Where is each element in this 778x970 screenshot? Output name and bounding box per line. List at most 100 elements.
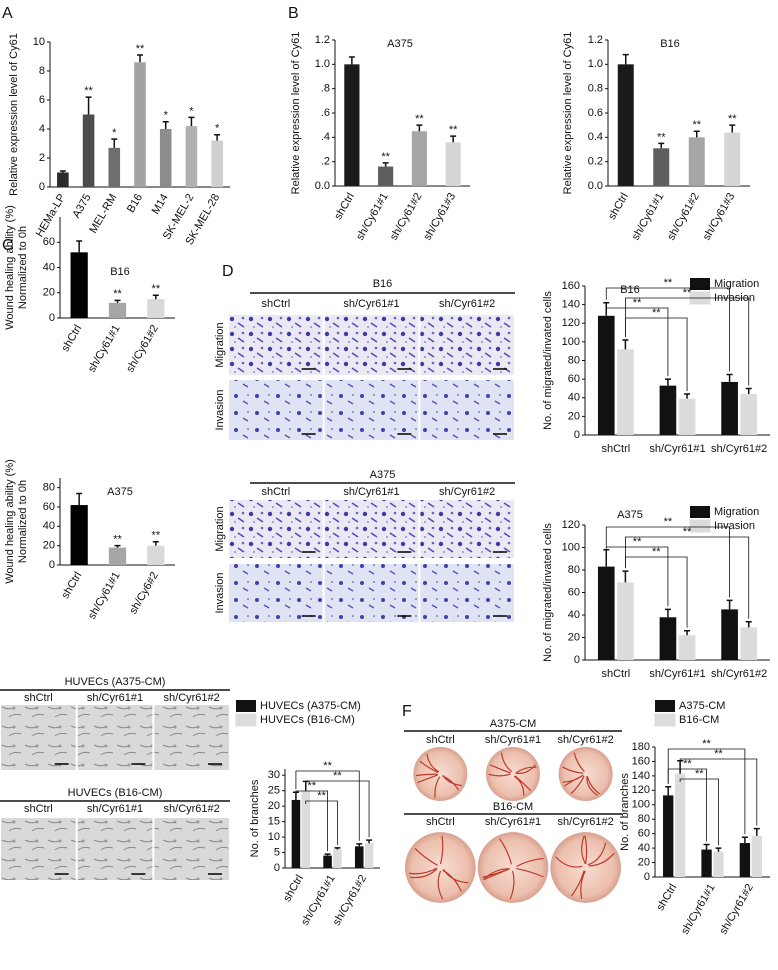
significance-label: ** (692, 119, 701, 131)
error-bar (684, 393, 691, 399)
significance-bracket (605, 287, 730, 372)
y-tick-label: 60 (43, 501, 55, 513)
y-tick-label: 120 (562, 519, 580, 531)
significance-bracket (625, 297, 750, 386)
x-tick-label: sh/Cy61#1 (630, 191, 667, 243)
bar (740, 627, 758, 660)
panel-letter: A (2, 5, 13, 22)
legend-label: HUVECs (B16-CM) (260, 714, 355, 726)
x-tick-label: sh/Cyr61#2 (711, 443, 767, 455)
y-tick-label: 0 (574, 429, 580, 441)
y-tick-label: 4 (39, 123, 45, 135)
y-tick-label: 0.0 (315, 180, 330, 192)
significance-bracket (305, 800, 338, 845)
y-tick-label: 1.2 (315, 34, 330, 46)
error-bar (684, 630, 691, 636)
y-tick-label: 20 (638, 856, 650, 868)
panel-letter: F (402, 703, 412, 720)
cam-image (558, 747, 613, 801)
legend-label: HUVECs (A375-CM) (260, 700, 361, 712)
significance-bracket (625, 317, 688, 392)
x-tick-label: sh/Cyr61#2 (331, 873, 370, 928)
bar (364, 843, 374, 868)
x-tick-label: shCtrl (655, 882, 680, 913)
y-tick-label: 8 (39, 65, 45, 77)
panel-title: HUVECs (B16-CM) (68, 787, 163, 799)
column-label: shCtrl (24, 692, 53, 704)
column-label: sh/Cyr61#1 (343, 486, 399, 498)
bar (617, 349, 634, 435)
chart-title: A375 (107, 486, 133, 498)
y-tick-label: 100 (632, 799, 650, 811)
y-tick-label: 40 (43, 261, 55, 273)
micrograph (324, 380, 419, 440)
column-label: sh/Cyr61#2 (558, 734, 614, 746)
x-tick-label: sh/Cy6#2 (127, 570, 161, 616)
chart-title: A375 (617, 509, 643, 521)
error-bar (729, 124, 736, 133)
bar (724, 132, 741, 186)
bar (57, 172, 69, 187)
y-tick-label: 60 (43, 236, 55, 248)
bar (411, 131, 427, 186)
y-tick-label: 40 (638, 842, 650, 854)
error-bar (703, 843, 710, 850)
y-tick-label: 80 (43, 482, 55, 494)
y-tick-label: .4 (321, 131, 330, 143)
y-tick-label: 40 (43, 520, 55, 532)
column-label: shCtrl (426, 734, 455, 746)
error-bar (382, 162, 389, 167)
significance-label: ** (415, 113, 424, 125)
x-tick-label: shCtrl (606, 191, 631, 222)
significance-label: ** (633, 297, 642, 309)
y-tick-label: 60 (568, 586, 580, 598)
column-label: sh/Cyr61#1 (87, 803, 143, 815)
x-tick-label: HEMa-LP (34, 192, 68, 239)
cam-image (413, 747, 468, 801)
cam-image (477, 832, 549, 903)
bar (147, 545, 165, 565)
micrograph (229, 564, 323, 622)
error-bar (334, 847, 341, 850)
bar (597, 566, 615, 660)
error-bar (753, 827, 760, 836)
bar (333, 849, 342, 868)
y-tick-label: 30 (268, 769, 280, 781)
significance-bracket (305, 780, 370, 838)
significance-bracket (295, 790, 328, 852)
y-tick-label: 60 (638, 828, 650, 840)
panel-title: HUVECs (A375-CM) (65, 676, 166, 688)
panel-letter: C (2, 237, 14, 254)
x-tick-label: M14 (150, 192, 171, 217)
error-bar (664, 378, 671, 386)
y-tick-label: .2 (321, 156, 330, 168)
panel-title: A375 (370, 469, 396, 481)
error-bar (348, 56, 355, 65)
y-tick-label: 120 (632, 784, 650, 796)
legend-label: A375-CM (679, 700, 725, 712)
significance-bracket (679, 758, 758, 826)
bar (108, 147, 121, 187)
significance-label: ** (683, 287, 692, 299)
legend-swatch (235, 713, 257, 727)
bar (659, 385, 677, 435)
y-tick-label: 80 (568, 354, 580, 366)
y-tick-label: 20 (568, 410, 580, 422)
bar (678, 398, 696, 435)
error-bar (152, 541, 159, 546)
bar (663, 795, 674, 877)
bar (678, 635, 696, 660)
error-bar (162, 121, 169, 129)
y-tick-label: 20 (43, 540, 55, 552)
significance-label: ** (728, 113, 737, 125)
error-bar (658, 142, 665, 149)
y-axis-label: No. of migrated/invated cells (542, 291, 554, 430)
y-axis-label: Relative expression level of Cy61 (290, 32, 302, 195)
panel-title: B16 (373, 278, 393, 290)
bar (70, 252, 88, 318)
column-label: shCtrl (24, 803, 53, 815)
vessels (409, 835, 469, 900)
y-tick-label: 80 (638, 813, 650, 825)
column-label: sh/Cyr61#1 (343, 298, 399, 310)
